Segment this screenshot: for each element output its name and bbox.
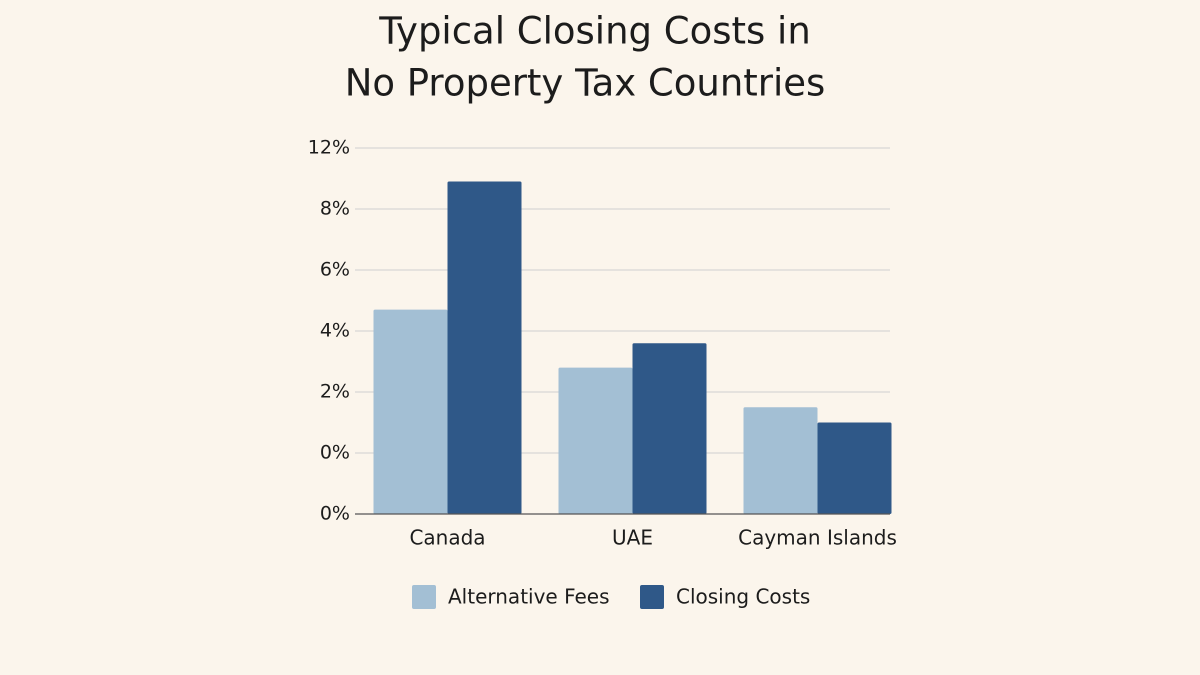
chart-title: Typical Closing Costs in — [378, 10, 811, 53]
legend-label: Closing Costs — [676, 585, 810, 609]
y-tick-label: 12% — [308, 137, 350, 159]
x-tick-label: Canada — [409, 526, 485, 550]
y-tick-label: 0% — [320, 503, 350, 525]
y-tick-label: 2% — [320, 381, 350, 403]
bar — [373, 309, 448, 514]
bar — [447, 181, 522, 515]
bar — [743, 407, 818, 514]
chart-title: No Property Tax Countries — [345, 62, 826, 105]
x-tick-label: Cayman Islands — [738, 526, 897, 550]
bar — [817, 422, 892, 514]
bar — [558, 367, 633, 514]
y-tick-label: 0% — [320, 442, 350, 464]
y-tick-label: 6% — [320, 259, 350, 281]
legend-swatch — [640, 585, 664, 609]
legend-label: Alternative Fees — [448, 585, 610, 609]
y-tick-label: 4% — [320, 320, 350, 342]
y-tick-label: 8% — [320, 198, 350, 220]
bar — [632, 343, 707, 514]
legend-swatch — [412, 585, 436, 609]
x-tick-label: UAE — [612, 526, 653, 550]
